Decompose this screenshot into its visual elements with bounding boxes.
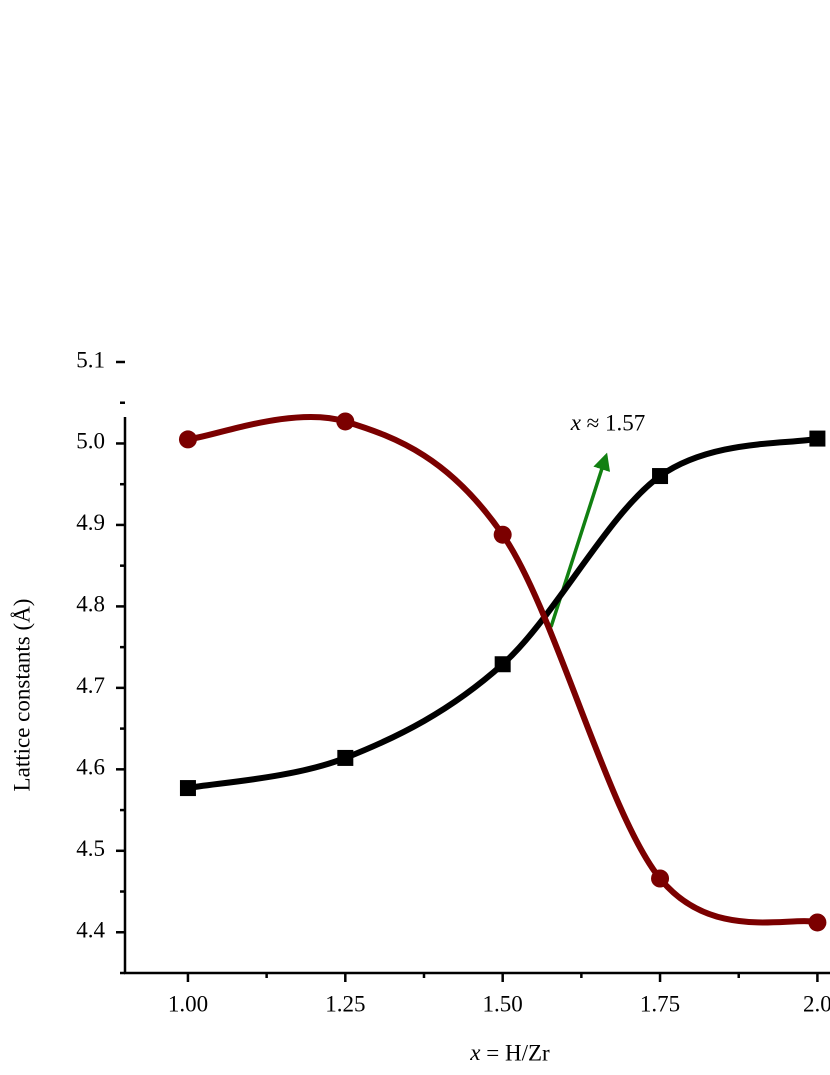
series-line — [187, 414, 819, 926]
point — [336, 412, 355, 431]
y-tick-label: 4.7 — [76, 673, 105, 698]
y-tick-label: 4.9 — [76, 510, 105, 535]
y-axis-label: Lattice constants (Å) — [9, 599, 34, 792]
y-tick-label: 4.4 — [76, 918, 105, 943]
point — [808, 913, 827, 932]
point — [337, 749, 354, 766]
point — [652, 468, 669, 485]
series-line — [187, 435, 819, 792]
y-tick-label: 4.8 — [76, 592, 105, 617]
y-tick-label: 5.1 — [76, 347, 105, 372]
y-tick-label: 4.5 — [76, 836, 105, 861]
x-tick-label: 2.0 — [803, 991, 830, 1016]
point — [494, 656, 511, 673]
x-tick-label: 1.50 — [483, 991, 523, 1016]
point — [179, 780, 196, 797]
point — [809, 430, 826, 447]
x-axis-label: x = H/Zr — [469, 1040, 550, 1065]
y-tick-label: 5.0 — [76, 429, 105, 454]
x-tick-label: 1.00 — [168, 991, 208, 1016]
point — [178, 430, 197, 449]
annotation: x ≈ 1.57 — [570, 410, 646, 435]
x-tick-label: 1.25 — [325, 991, 365, 1016]
point — [493, 525, 512, 544]
y-tick-label: 4.6 — [76, 755, 105, 780]
point — [651, 869, 670, 888]
x-tick-label: 1.75 — [640, 991, 680, 1016]
